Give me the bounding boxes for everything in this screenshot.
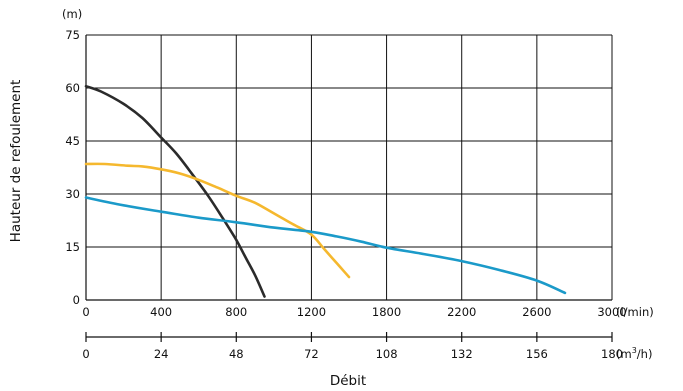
y-axis-ticks: 0 15 30 45 60 75 [65,28,80,307]
y-tick-label: 45 [65,134,80,148]
grid [85,34,613,301]
series-line-1 [84,84,266,298]
secondary-x-axis-unit: (m3/h) [616,346,652,361]
x-axis-unit: (l/min) [616,305,654,319]
y-tick-label: 30 [65,187,80,201]
x-tick-label: 1800 [372,305,401,319]
secondary-x-tick-label: 24 [154,347,169,361]
x-tick-label: 3000 [597,305,626,319]
x-axis-title: Débit [330,373,366,389]
secondary-x-tick-label: 132 [451,347,473,361]
x-tick-label: 400 [150,305,172,319]
x-tick-label: 800 [225,305,247,319]
y-tick-label: 60 [65,81,80,95]
secondary-x-axis: 0 24 48 72 108 132 156 180 [82,332,623,361]
secondary-x-tick-label: 180 [601,347,623,361]
secondary-x-tick-label: 48 [229,347,244,361]
series-curves [84,84,567,298]
series-line-2 [84,162,351,279]
x-tick-label: 2600 [522,305,551,319]
x-tick-label: 0 [82,305,89,319]
secondary-x-tick-label: 72 [304,347,319,361]
y-axis-unit: (m) [62,7,82,21]
secondary-x-tick-label: 156 [526,347,548,361]
y-tick-label: 15 [65,240,80,254]
x-tick-label: 1200 [297,305,326,319]
secondary-x-tick-label: 0 [82,347,89,361]
y-tick-label: 75 [65,28,80,42]
y-tick-label: 0 [73,293,80,307]
x-axis-ticks: 0 400 800 1200 1800 2200 2600 3000 [82,305,626,319]
x-tick-label: 2200 [447,305,476,319]
y-axis-title: Hauteur de refoulement [8,80,24,243]
secondary-x-tick-label: 108 [376,347,398,361]
series-line-3 [84,196,567,295]
